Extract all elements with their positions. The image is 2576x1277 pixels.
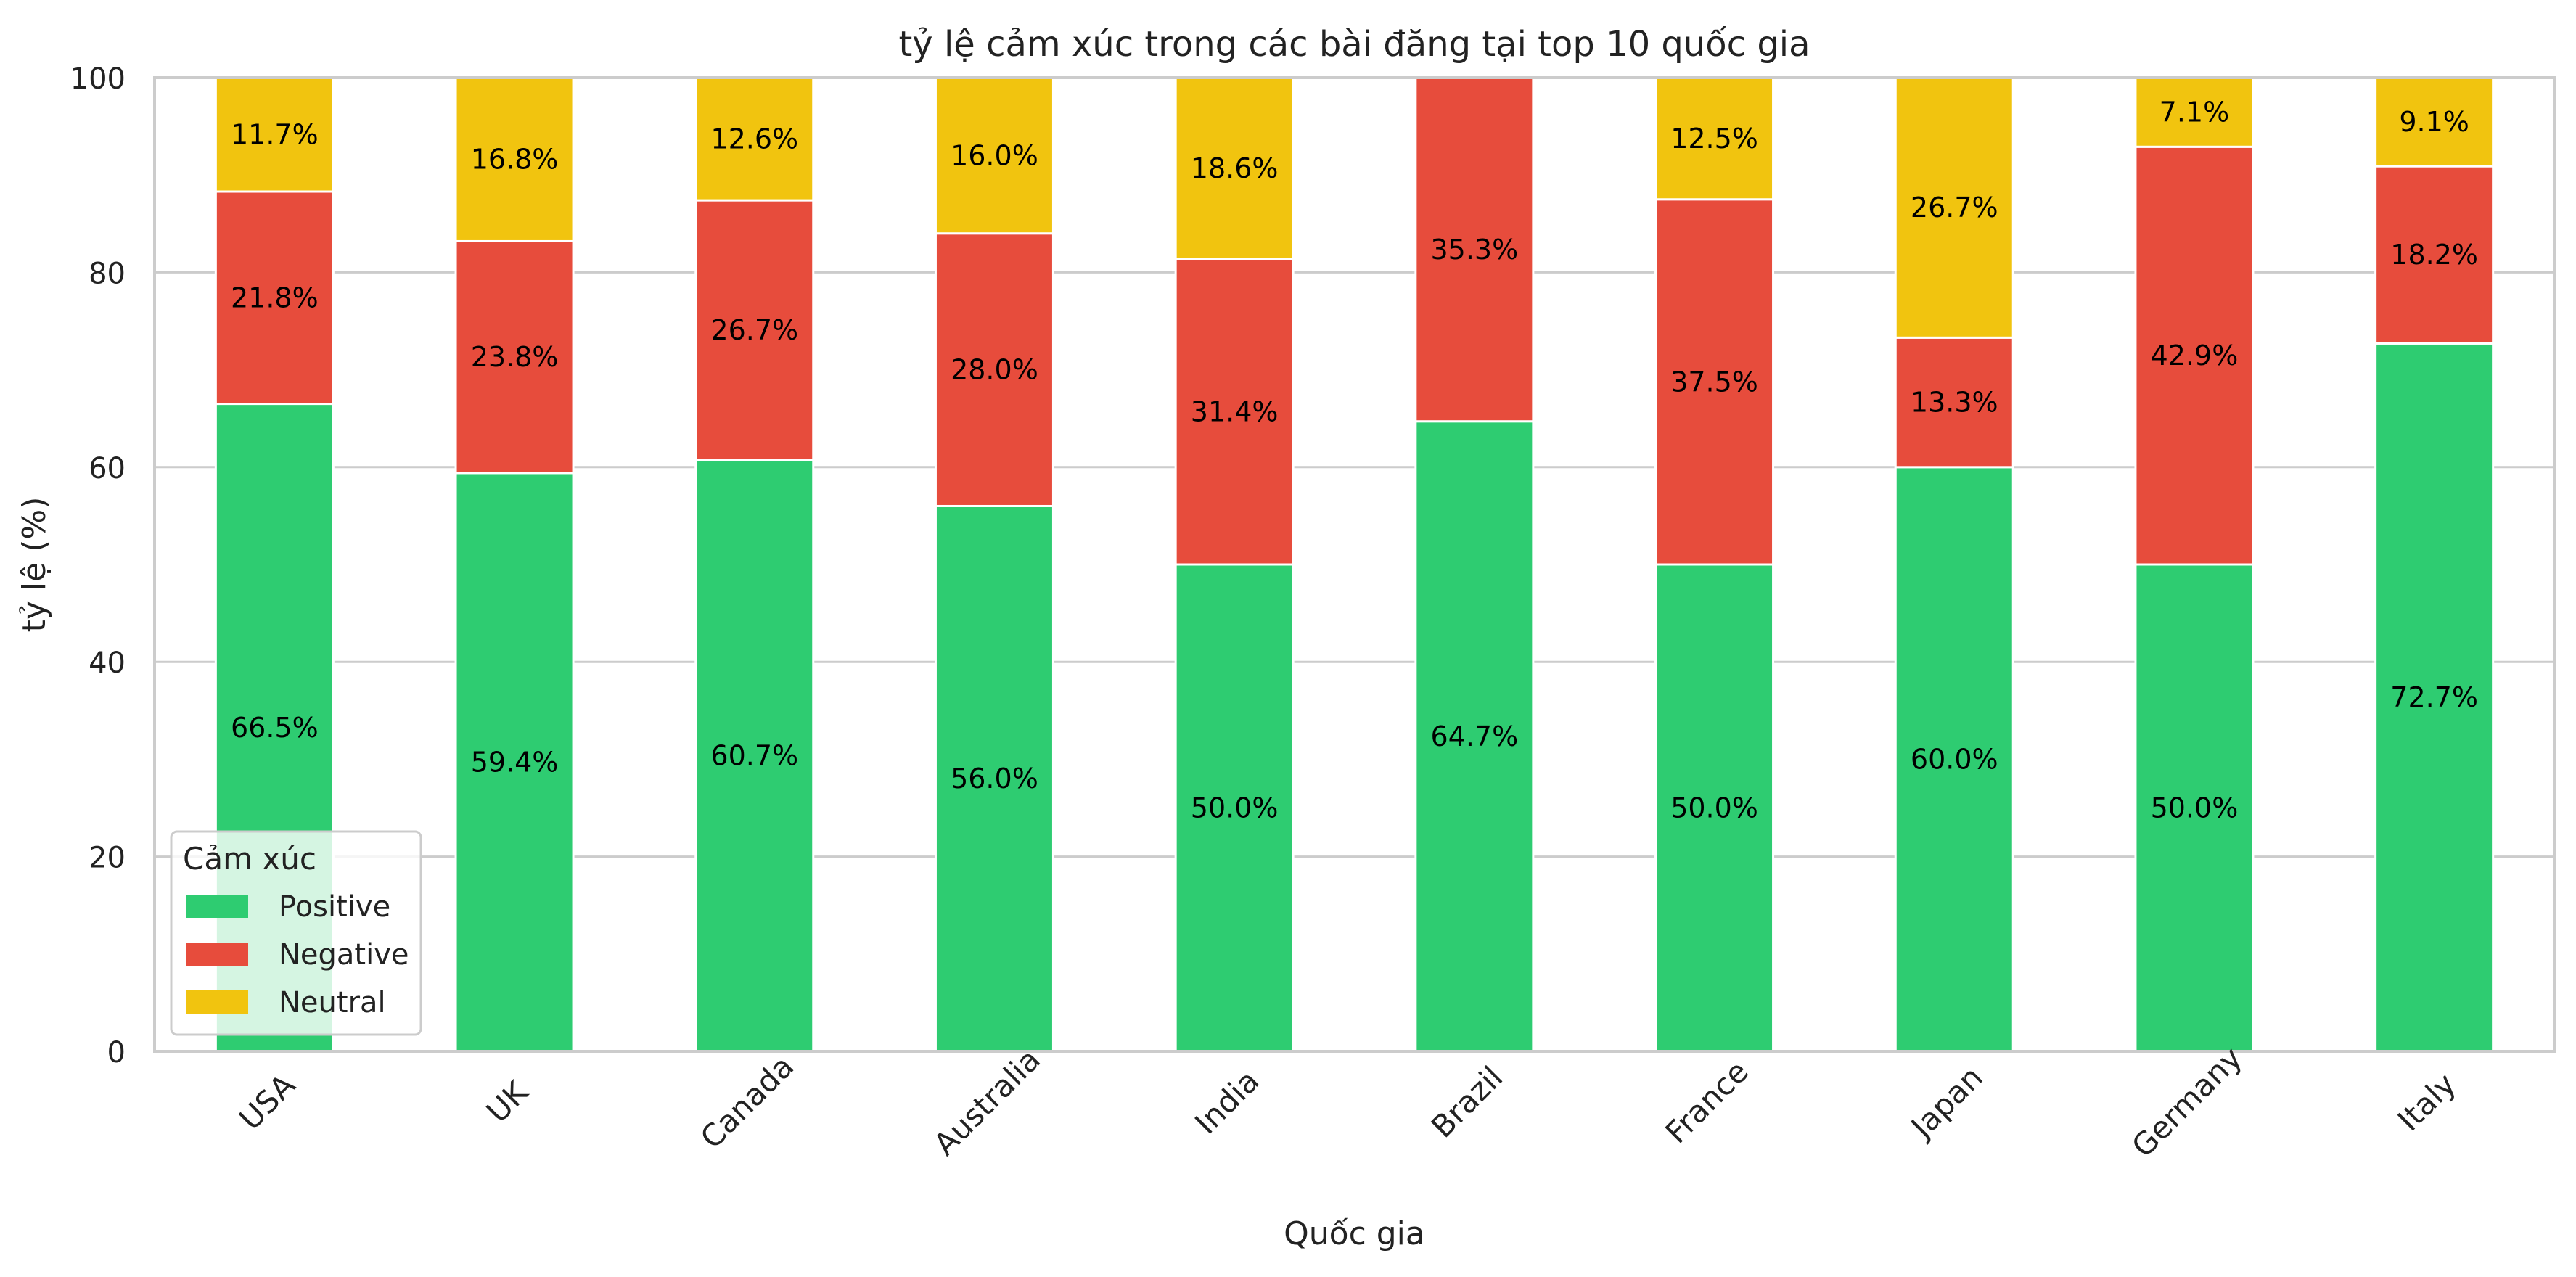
- bar-segment-positive-india: [1174, 563, 1295, 1053]
- bar-segment-positive-japan: [1894, 466, 2014, 1053]
- data-label: 31.4%: [1191, 395, 1279, 427]
- data-label: 21.8%: [231, 282, 319, 313]
- bar-segment-negative-canada: [694, 199, 815, 461]
- data-label: 16.0%: [951, 139, 1038, 171]
- data-label: 50.0%: [1670, 792, 1758, 824]
- legend-swatch-negative: [186, 943, 248, 966]
- bar-segment-neutral-france: [1654, 76, 1775, 201]
- bar-segment-negative-japan: [1894, 336, 2014, 469]
- bars-layer: [214, 76, 2495, 1053]
- y-tick-label: 40: [89, 646, 126, 680]
- legend-label-neutral: Neutral: [279, 986, 386, 1019]
- legend-label-negative: Negative: [279, 938, 409, 972]
- data-label: 12.6%: [710, 123, 798, 155]
- data-label: 50.0%: [2151, 792, 2239, 824]
- bar-segment-positive-italy: [2374, 342, 2495, 1053]
- data-label: 28.0%: [951, 354, 1038, 386]
- data-label: 60.0%: [1911, 743, 1998, 775]
- data-label: 11.7%: [231, 119, 319, 151]
- data-label: 56.0%: [951, 763, 1038, 794]
- data-label: 9.1%: [2399, 106, 2469, 138]
- data-label: 66.5%: [231, 712, 319, 744]
- data-label: 18.2%: [2390, 239, 2478, 271]
- bar-segment-negative-france: [1654, 198, 1775, 566]
- data-label: 72.7%: [2390, 681, 2478, 713]
- data-label: 26.7%: [1911, 192, 1998, 223]
- data-label: 16.8%: [471, 144, 559, 176]
- data-label: 7.1%: [2159, 97, 2230, 128]
- bar-segment-negative-germany: [2134, 145, 2255, 566]
- data-label: 50.0%: [1191, 792, 1279, 824]
- data-label: 59.4%: [471, 746, 559, 778]
- data-label: 26.7%: [710, 314, 798, 346]
- bar-segment-positive-france: [1654, 563, 1775, 1053]
- bar-segment-neutral-germany: [2134, 76, 2255, 148]
- bar-segment-neutral-italy: [2374, 76, 2495, 168]
- data-label: 42.9%: [2151, 340, 2239, 371]
- y-axis-label: tỷ lệ (%): [16, 497, 53, 633]
- data-label: 64.7%: [1430, 720, 1518, 752]
- chart-title: tỷ lệ cảm xúc trong các bài đăng tại top…: [898, 24, 1810, 65]
- bar-segment-neutral-india: [1174, 76, 1295, 260]
- bar-segment-positive-brazil: [1414, 420, 1535, 1053]
- bar-segment-negative-italy: [2374, 165, 2495, 345]
- y-tick-label: 60: [89, 452, 126, 485]
- legend-swatch-positive: [186, 895, 248, 918]
- bar-segment-negative-brazil: [1414, 76, 1535, 423]
- y-tick-label: 0: [107, 1036, 126, 1069]
- data-label: 13.3%: [1911, 387, 1998, 419]
- legend-box: [170, 830, 422, 1036]
- plot-frame: [153, 76, 2556, 1053]
- data-label: 60.7%: [710, 740, 798, 772]
- bar-segment-negative-india: [1174, 258, 1295, 566]
- legend-label-positive: Positive: [279, 890, 390, 924]
- bar-segment-neutral-japan: [1894, 76, 2014, 339]
- x-axis-label: Quốc gia: [1284, 1215, 1425, 1252]
- legend: Cảm xúc Positive Negative Neutral: [170, 830, 422, 1036]
- bar-segment-positive-germany: [2134, 563, 2255, 1053]
- data-label: 35.3%: [1430, 234, 1518, 266]
- bar-segment-negative-usa: [214, 190, 335, 406]
- y-tick-label: 80: [89, 257, 126, 290]
- labels-layer: 66.5% 21.8% 11.7% 59.4% 23.8% 16.8% 60.7% 26.7%…: [231, 97, 2478, 824]
- data-label: 12.5%: [1670, 123, 1758, 155]
- data-label: 18.6%: [1191, 152, 1279, 184]
- bar-segment-negative-uk: [454, 239, 575, 475]
- bar-segment-neutral-australia: [934, 76, 1054, 235]
- y-tick-label: 20: [89, 842, 126, 875]
- legend-swatch-neutral: [186, 990, 248, 1014]
- legend-title: Cảm xúc: [183, 841, 316, 876]
- bar-segment-neutral-canada: [694, 76, 815, 202]
- bar-segment-positive-australia: [934, 504, 1054, 1053]
- y-tick-label: 100: [70, 62, 126, 96]
- data-label: 23.8%: [471, 341, 559, 373]
- bar-segment-neutral-uk: [454, 76, 575, 242]
- data-label: 37.5%: [1670, 366, 1758, 398]
